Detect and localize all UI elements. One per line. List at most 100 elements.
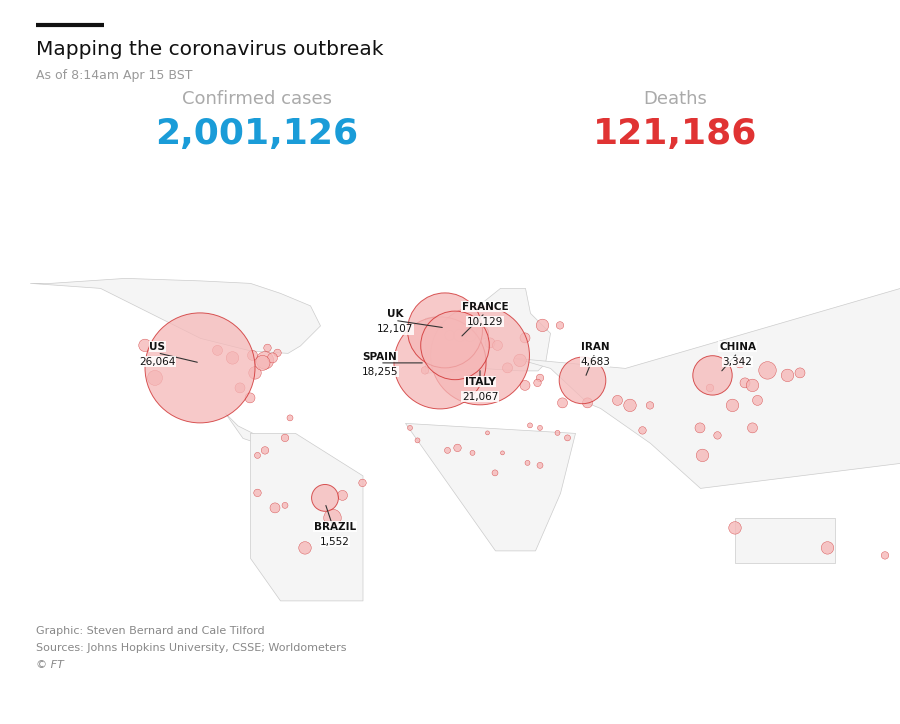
Circle shape	[639, 426, 646, 434]
Circle shape	[534, 379, 541, 387]
Text: 18,255: 18,255	[362, 366, 398, 376]
Text: UK: UK	[387, 309, 403, 319]
Text: Confirmed cases: Confirmed cases	[182, 90, 331, 109]
Text: 10,129: 10,129	[467, 316, 503, 327]
Circle shape	[520, 333, 530, 343]
Circle shape	[555, 430, 560, 435]
Circle shape	[695, 423, 705, 433]
Circle shape	[256, 352, 274, 369]
Circle shape	[500, 451, 505, 455]
Circle shape	[726, 399, 739, 412]
Circle shape	[740, 378, 750, 388]
Circle shape	[430, 306, 529, 405]
Circle shape	[485, 431, 490, 435]
Circle shape	[445, 330, 455, 340]
Text: © FT: © FT	[36, 660, 64, 670]
Circle shape	[821, 542, 833, 554]
Circle shape	[255, 355, 270, 371]
Circle shape	[148, 371, 163, 385]
Text: Deaths: Deaths	[644, 90, 706, 109]
Circle shape	[270, 503, 280, 513]
Circle shape	[613, 395, 623, 405]
Text: 26,064: 26,064	[140, 357, 176, 366]
Circle shape	[781, 369, 794, 382]
Circle shape	[267, 353, 277, 363]
Text: Mapping the coronavirus outbreak: Mapping the coronavirus outbreak	[36, 40, 383, 59]
Circle shape	[502, 363, 512, 373]
Circle shape	[557, 398, 568, 408]
Circle shape	[145, 313, 255, 423]
Circle shape	[287, 415, 293, 421]
Circle shape	[559, 357, 606, 404]
Circle shape	[706, 384, 714, 392]
Circle shape	[693, 355, 733, 395]
Text: 3,342: 3,342	[723, 357, 752, 366]
Circle shape	[464, 329, 476, 342]
Circle shape	[470, 450, 475, 455]
Circle shape	[735, 358, 745, 368]
Circle shape	[311, 484, 338, 511]
Circle shape	[274, 349, 281, 357]
Circle shape	[359, 479, 366, 487]
Text: BRAZIL: BRAZIL	[314, 521, 356, 531]
Circle shape	[556, 321, 563, 329]
Circle shape	[299, 542, 311, 554]
Text: 21,067: 21,067	[462, 392, 499, 402]
Text: 4,683: 4,683	[580, 357, 610, 366]
Circle shape	[795, 368, 805, 378]
Circle shape	[492, 470, 498, 476]
Circle shape	[536, 319, 549, 332]
Circle shape	[408, 426, 412, 430]
Circle shape	[729, 521, 742, 534]
Circle shape	[255, 452, 260, 458]
Text: As of 8:14am Apr 15 BST: As of 8:14am Apr 15 BST	[36, 69, 193, 82]
Circle shape	[514, 354, 526, 366]
Circle shape	[624, 399, 636, 412]
Circle shape	[520, 380, 530, 390]
Circle shape	[415, 438, 420, 443]
Circle shape	[254, 489, 261, 497]
Text: FRANCE: FRANCE	[462, 302, 508, 311]
Circle shape	[476, 327, 489, 339]
Circle shape	[282, 502, 288, 508]
Circle shape	[582, 398, 592, 408]
Circle shape	[454, 329, 466, 342]
Circle shape	[245, 393, 255, 403]
Circle shape	[527, 423, 533, 428]
Circle shape	[445, 447, 451, 453]
Circle shape	[485, 338, 495, 348]
Circle shape	[492, 340, 502, 350]
Circle shape	[235, 383, 245, 393]
Circle shape	[264, 344, 271, 352]
Circle shape	[261, 447, 269, 454]
Circle shape	[420, 311, 490, 379]
Text: 121,186: 121,186	[593, 117, 757, 151]
Circle shape	[537, 426, 543, 430]
Circle shape	[454, 444, 461, 452]
Circle shape	[226, 352, 239, 364]
Circle shape	[752, 395, 762, 405]
Circle shape	[212, 345, 222, 355]
Circle shape	[408, 293, 482, 368]
Circle shape	[248, 366, 261, 379]
Text: Sources: Johns Hopkins University, CSSE; Worldometers: Sources: Johns Hopkins University, CSSE;…	[36, 643, 346, 653]
Circle shape	[248, 350, 257, 361]
Circle shape	[537, 463, 543, 468]
Text: IRAN: IRAN	[580, 342, 609, 352]
Circle shape	[139, 339, 151, 352]
Circle shape	[564, 435, 571, 441]
Circle shape	[525, 460, 530, 466]
Text: CHINA: CHINA	[719, 342, 756, 352]
Text: ITALY: ITALY	[464, 376, 495, 387]
Circle shape	[646, 402, 653, 409]
Circle shape	[281, 434, 289, 442]
Text: 1,552: 1,552	[320, 536, 350, 547]
Text: 2,001,126: 2,001,126	[155, 117, 358, 151]
Text: SPAIN: SPAIN	[363, 352, 398, 362]
Circle shape	[746, 379, 759, 392]
Circle shape	[881, 552, 889, 559]
Circle shape	[536, 374, 544, 382]
Circle shape	[697, 449, 709, 462]
Text: Graphic: Steven Bernard and Cale Tilford: Graphic: Steven Bernard and Cale Tilford	[36, 626, 265, 636]
Circle shape	[421, 366, 428, 374]
